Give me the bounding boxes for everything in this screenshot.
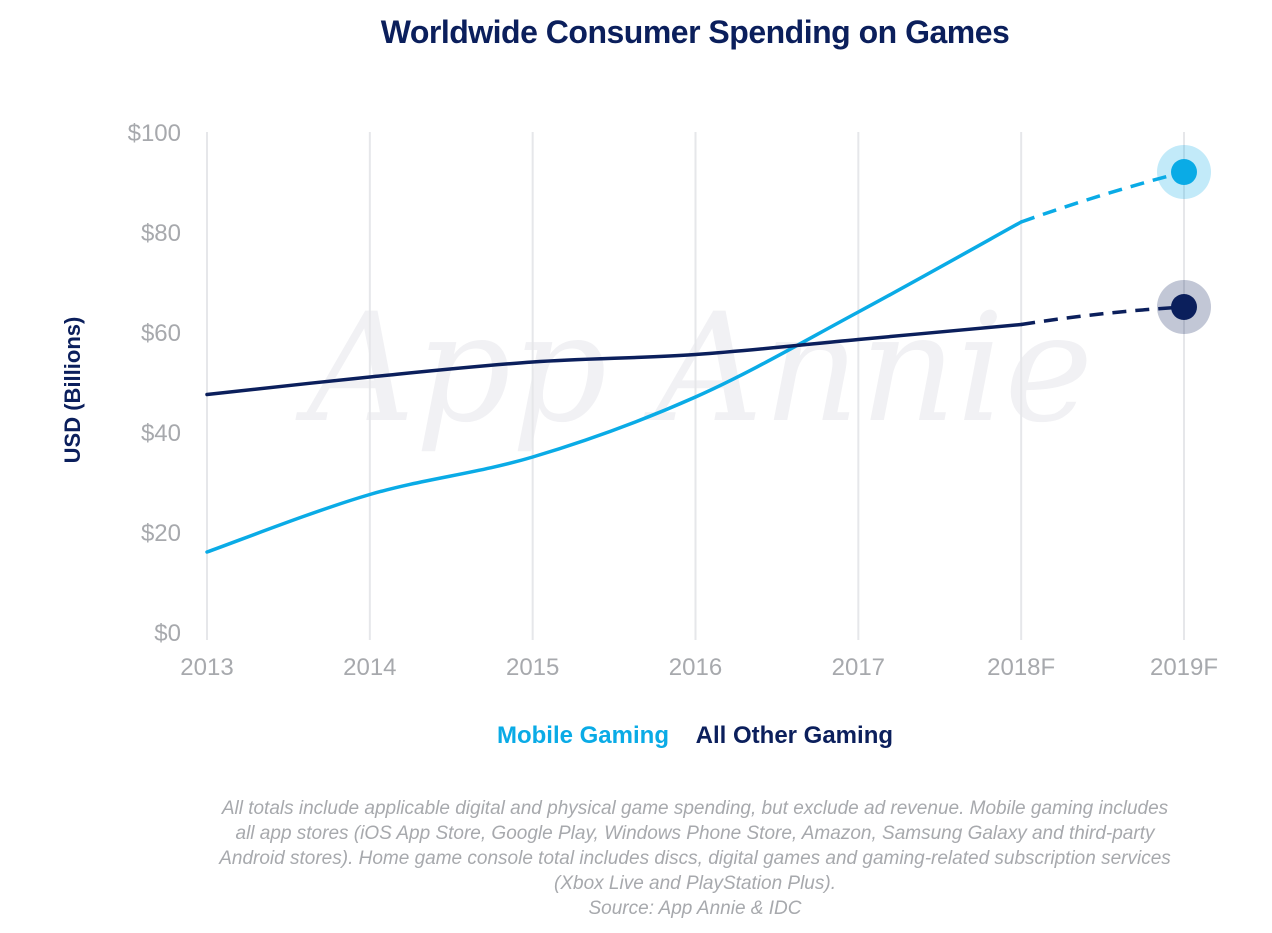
series-forecast-line-mobile-gaming: [1020, 170, 1185, 224]
x-tick-label: 2017: [832, 654, 885, 681]
legend-item-mobile-gaming: Mobile Gaming: [496, 722, 669, 749]
x-tick-label: 2013: [180, 654, 233, 681]
footnote-line: (Xbox Live and PlayStation Plus).: [554, 873, 836, 894]
series-forecast-line-all-other-gaming: [1020, 305, 1185, 327]
end-marker-point: [1171, 294, 1197, 320]
series-layer: [205, 170, 1185, 554]
y-tick-label: $80: [141, 220, 181, 247]
watermark-text: App Annie: [295, 282, 1093, 456]
end-marker-point: [1171, 159, 1197, 185]
y-tick-label: $100: [128, 120, 181, 147]
x-tick-label: 2019F: [1150, 654, 1218, 681]
y-tick-label: $40: [141, 420, 181, 447]
tick-layer: 2013 2014 2015 2016 2017 2018F 2019F $0 $20 $40 $6…: [60, 120, 1218, 681]
watermark-layer: App Annie: [295, 282, 1093, 456]
series-line-all-other-gaming: [205, 322, 1023, 397]
series-line-mobile-gaming: [205, 220, 1023, 554]
y-tick-label: $0: [154, 620, 181, 647]
y-tick-label: $20: [141, 520, 181, 547]
legend: Mobile Gaming All Other Gaming: [0, 722, 1272, 750]
x-tick-label: 2015: [506, 654, 559, 681]
y-tick-label: $60: [141, 320, 181, 347]
marker-layer: [1157, 145, 1211, 334]
x-tick-label: 2014: [343, 654, 396, 681]
x-tick-label: 2016: [669, 654, 722, 681]
footnote-line: All totals include applicable digital an…: [221, 798, 1169, 819]
grid-layer: [206, 132, 1185, 640]
footnote-line: Android stores). Home game console total…: [219, 848, 1171, 869]
legend-item-all-other-gaming: All Other Gaming: [695, 722, 894, 749]
x-tick-label: 2018F: [987, 654, 1055, 681]
footnote-source: Source: App Annie & IDC: [588, 898, 802, 919]
footnote-line: all app stores (iOS App Store, Google Pl…: [235, 823, 1155, 844]
chart-title: Worldwide Consumer Spending on Games: [380, 14, 1010, 50]
y-axis-label: USD (Billions): [60, 317, 85, 464]
footnote: All totals include applicable digital an…: [140, 796, 1250, 921]
